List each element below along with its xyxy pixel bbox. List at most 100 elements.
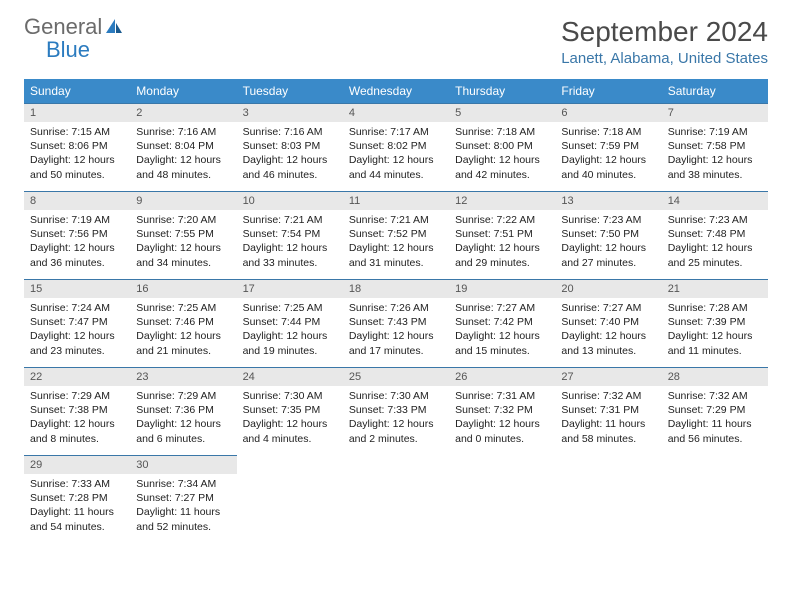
day-number: 19 xyxy=(449,280,555,298)
logo-text-general: General xyxy=(24,14,102,39)
day-body: Sunrise: 7:29 AMSunset: 7:38 PMDaylight:… xyxy=(24,386,130,450)
sunrise-line: Sunrise: 7:29 AM xyxy=(136,389,230,403)
sunset-line: Sunset: 7:35 PM xyxy=(243,403,337,417)
sunset-line: Sunset: 7:52 PM xyxy=(349,227,443,241)
daylight-line: Daylight: 11 hours and 56 minutes. xyxy=(668,417,762,445)
sunrise-line: Sunrise: 7:31 AM xyxy=(455,389,549,403)
daylight-line: Daylight: 12 hours and 8 minutes. xyxy=(30,417,124,445)
sunrise-line: Sunrise: 7:30 AM xyxy=(243,389,337,403)
sunset-line: Sunset: 7:39 PM xyxy=(668,315,762,329)
day-body: Sunrise: 7:21 AMSunset: 7:54 PMDaylight:… xyxy=(237,210,343,274)
daylight-line: Daylight: 12 hours and 46 minutes. xyxy=(243,153,337,181)
day-body: Sunrise: 7:27 AMSunset: 7:40 PMDaylight:… xyxy=(555,298,661,362)
daylight-line: Daylight: 12 hours and 38 minutes. xyxy=(668,153,762,181)
day-number: 4 xyxy=(343,104,449,122)
calendar-body: 1Sunrise: 7:15 AMSunset: 8:06 PMDaylight… xyxy=(24,104,768,544)
calendar-cell: 17Sunrise: 7:25 AMSunset: 7:44 PMDayligh… xyxy=(237,280,343,368)
daylight-line: Daylight: 12 hours and 29 minutes. xyxy=(455,241,549,269)
sunrise-line: Sunrise: 7:24 AM xyxy=(30,301,124,315)
day-number: 30 xyxy=(130,456,236,474)
calendar-cell: 16Sunrise: 7:25 AMSunset: 7:46 PMDayligh… xyxy=(130,280,236,368)
sunrise-line: Sunrise: 7:32 AM xyxy=(668,389,762,403)
day-body: Sunrise: 7:32 AMSunset: 7:31 PMDaylight:… xyxy=(555,386,661,450)
day-number: 18 xyxy=(343,280,449,298)
day-number: 11 xyxy=(343,192,449,210)
daylight-line: Daylight: 12 hours and 50 minutes. xyxy=(30,153,124,181)
calendar-cell: 9Sunrise: 7:20 AMSunset: 7:55 PMDaylight… xyxy=(130,192,236,280)
weekday-header: Tuesday xyxy=(237,79,343,104)
day-number: 21 xyxy=(662,280,768,298)
daylight-line: Daylight: 12 hours and 40 minutes. xyxy=(561,153,655,181)
weekday-header: Wednesday xyxy=(343,79,449,104)
sunset-line: Sunset: 7:51 PM xyxy=(455,227,549,241)
day-body: Sunrise: 7:33 AMSunset: 7:28 PMDaylight:… xyxy=(24,474,130,538)
sunrise-line: Sunrise: 7:27 AM xyxy=(455,301,549,315)
daylight-line: Daylight: 12 hours and 25 minutes. xyxy=(668,241,762,269)
day-body: Sunrise: 7:32 AMSunset: 7:29 PMDaylight:… xyxy=(662,386,768,450)
day-body: Sunrise: 7:24 AMSunset: 7:47 PMDaylight:… xyxy=(24,298,130,362)
day-body: Sunrise: 7:27 AMSunset: 7:42 PMDaylight:… xyxy=(449,298,555,362)
sunrise-line: Sunrise: 7:20 AM xyxy=(136,213,230,227)
calendar-cell: 15Sunrise: 7:24 AMSunset: 7:47 PMDayligh… xyxy=(24,280,130,368)
day-number: 29 xyxy=(24,456,130,474)
day-body: Sunrise: 7:19 AMSunset: 7:56 PMDaylight:… xyxy=(24,210,130,274)
daylight-line: Daylight: 12 hours and 6 minutes. xyxy=(136,417,230,445)
day-number: 13 xyxy=(555,192,661,210)
sunset-line: Sunset: 8:04 PM xyxy=(136,139,230,153)
calendar-cell: 8Sunrise: 7:19 AMSunset: 7:56 PMDaylight… xyxy=(24,192,130,280)
calendar-row: 1Sunrise: 7:15 AMSunset: 8:06 PMDaylight… xyxy=(24,104,768,192)
daylight-line: Daylight: 12 hours and 33 minutes. xyxy=(243,241,337,269)
day-body: Sunrise: 7:16 AMSunset: 8:03 PMDaylight:… xyxy=(237,122,343,186)
day-number: 7 xyxy=(662,104,768,122)
day-body: Sunrise: 7:28 AMSunset: 7:39 PMDaylight:… xyxy=(662,298,768,362)
calendar-cell: 5Sunrise: 7:18 AMSunset: 8:00 PMDaylight… xyxy=(449,104,555,192)
daylight-line: Daylight: 12 hours and 19 minutes. xyxy=(243,329,337,357)
day-number: 25 xyxy=(343,368,449,386)
daylight-line: Daylight: 12 hours and 4 minutes. xyxy=(243,417,337,445)
day-body: Sunrise: 7:25 AMSunset: 7:44 PMDaylight:… xyxy=(237,298,343,362)
sunset-line: Sunset: 7:56 PM xyxy=(30,227,124,241)
calendar-cell: 10Sunrise: 7:21 AMSunset: 7:54 PMDayligh… xyxy=(237,192,343,280)
day-number: 14 xyxy=(662,192,768,210)
sunrise-line: Sunrise: 7:16 AM xyxy=(243,125,337,139)
day-number: 3 xyxy=(237,104,343,122)
sunrise-line: Sunrise: 7:19 AM xyxy=(668,125,762,139)
daylight-line: Daylight: 12 hours and 0 minutes. xyxy=(455,417,549,445)
daylight-line: Daylight: 12 hours and 13 minutes. xyxy=(561,329,655,357)
calendar-cell: 21Sunrise: 7:28 AMSunset: 7:39 PMDayligh… xyxy=(662,280,768,368)
sunset-line: Sunset: 8:03 PM xyxy=(243,139,337,153)
sunrise-line: Sunrise: 7:22 AM xyxy=(455,213,549,227)
daylight-line: Daylight: 12 hours and 42 minutes. xyxy=(455,153,549,181)
calendar-cell: 22Sunrise: 7:29 AMSunset: 7:38 PMDayligh… xyxy=(24,368,130,456)
calendar-cell: 28Sunrise: 7:32 AMSunset: 7:29 PMDayligh… xyxy=(662,368,768,456)
calendar-cell: 7Sunrise: 7:19 AMSunset: 7:58 PMDaylight… xyxy=(662,104,768,192)
sunset-line: Sunset: 7:27 PM xyxy=(136,491,230,505)
day-number: 22 xyxy=(24,368,130,386)
sunrise-line: Sunrise: 7:33 AM xyxy=(30,477,124,491)
calendar-cell xyxy=(237,456,343,544)
calendar-cell xyxy=(343,456,449,544)
day-number: 17 xyxy=(237,280,343,298)
daylight-line: Daylight: 12 hours and 36 minutes. xyxy=(30,241,124,269)
day-number: 26 xyxy=(449,368,555,386)
sunset-line: Sunset: 7:33 PM xyxy=(349,403,443,417)
sunrise-line: Sunrise: 7:19 AM xyxy=(30,213,124,227)
day-body: Sunrise: 7:25 AMSunset: 7:46 PMDaylight:… xyxy=(130,298,236,362)
daylight-line: Daylight: 12 hours and 31 minutes. xyxy=(349,241,443,269)
weekday-header: Friday xyxy=(555,79,661,104)
sunset-line: Sunset: 7:50 PM xyxy=(561,227,655,241)
day-number: 16 xyxy=(130,280,236,298)
daylight-line: Daylight: 12 hours and 11 minutes. xyxy=(668,329,762,357)
calendar-cell: 27Sunrise: 7:32 AMSunset: 7:31 PMDayligh… xyxy=(555,368,661,456)
calendar-cell xyxy=(662,456,768,544)
sunset-line: Sunset: 7:29 PM xyxy=(668,403,762,417)
weekday-header: Sunday xyxy=(24,79,130,104)
sunrise-line: Sunrise: 7:27 AM xyxy=(561,301,655,315)
weekday-header: Monday xyxy=(130,79,236,104)
daylight-line: Daylight: 12 hours and 21 minutes. xyxy=(136,329,230,357)
day-body: Sunrise: 7:30 AMSunset: 7:33 PMDaylight:… xyxy=(343,386,449,450)
location-text: Lanett, Alabama, United States xyxy=(561,50,768,67)
calendar-cell: 4Sunrise: 7:17 AMSunset: 8:02 PMDaylight… xyxy=(343,104,449,192)
sunrise-line: Sunrise: 7:25 AM xyxy=(243,301,337,315)
sunrise-line: Sunrise: 7:32 AM xyxy=(561,389,655,403)
